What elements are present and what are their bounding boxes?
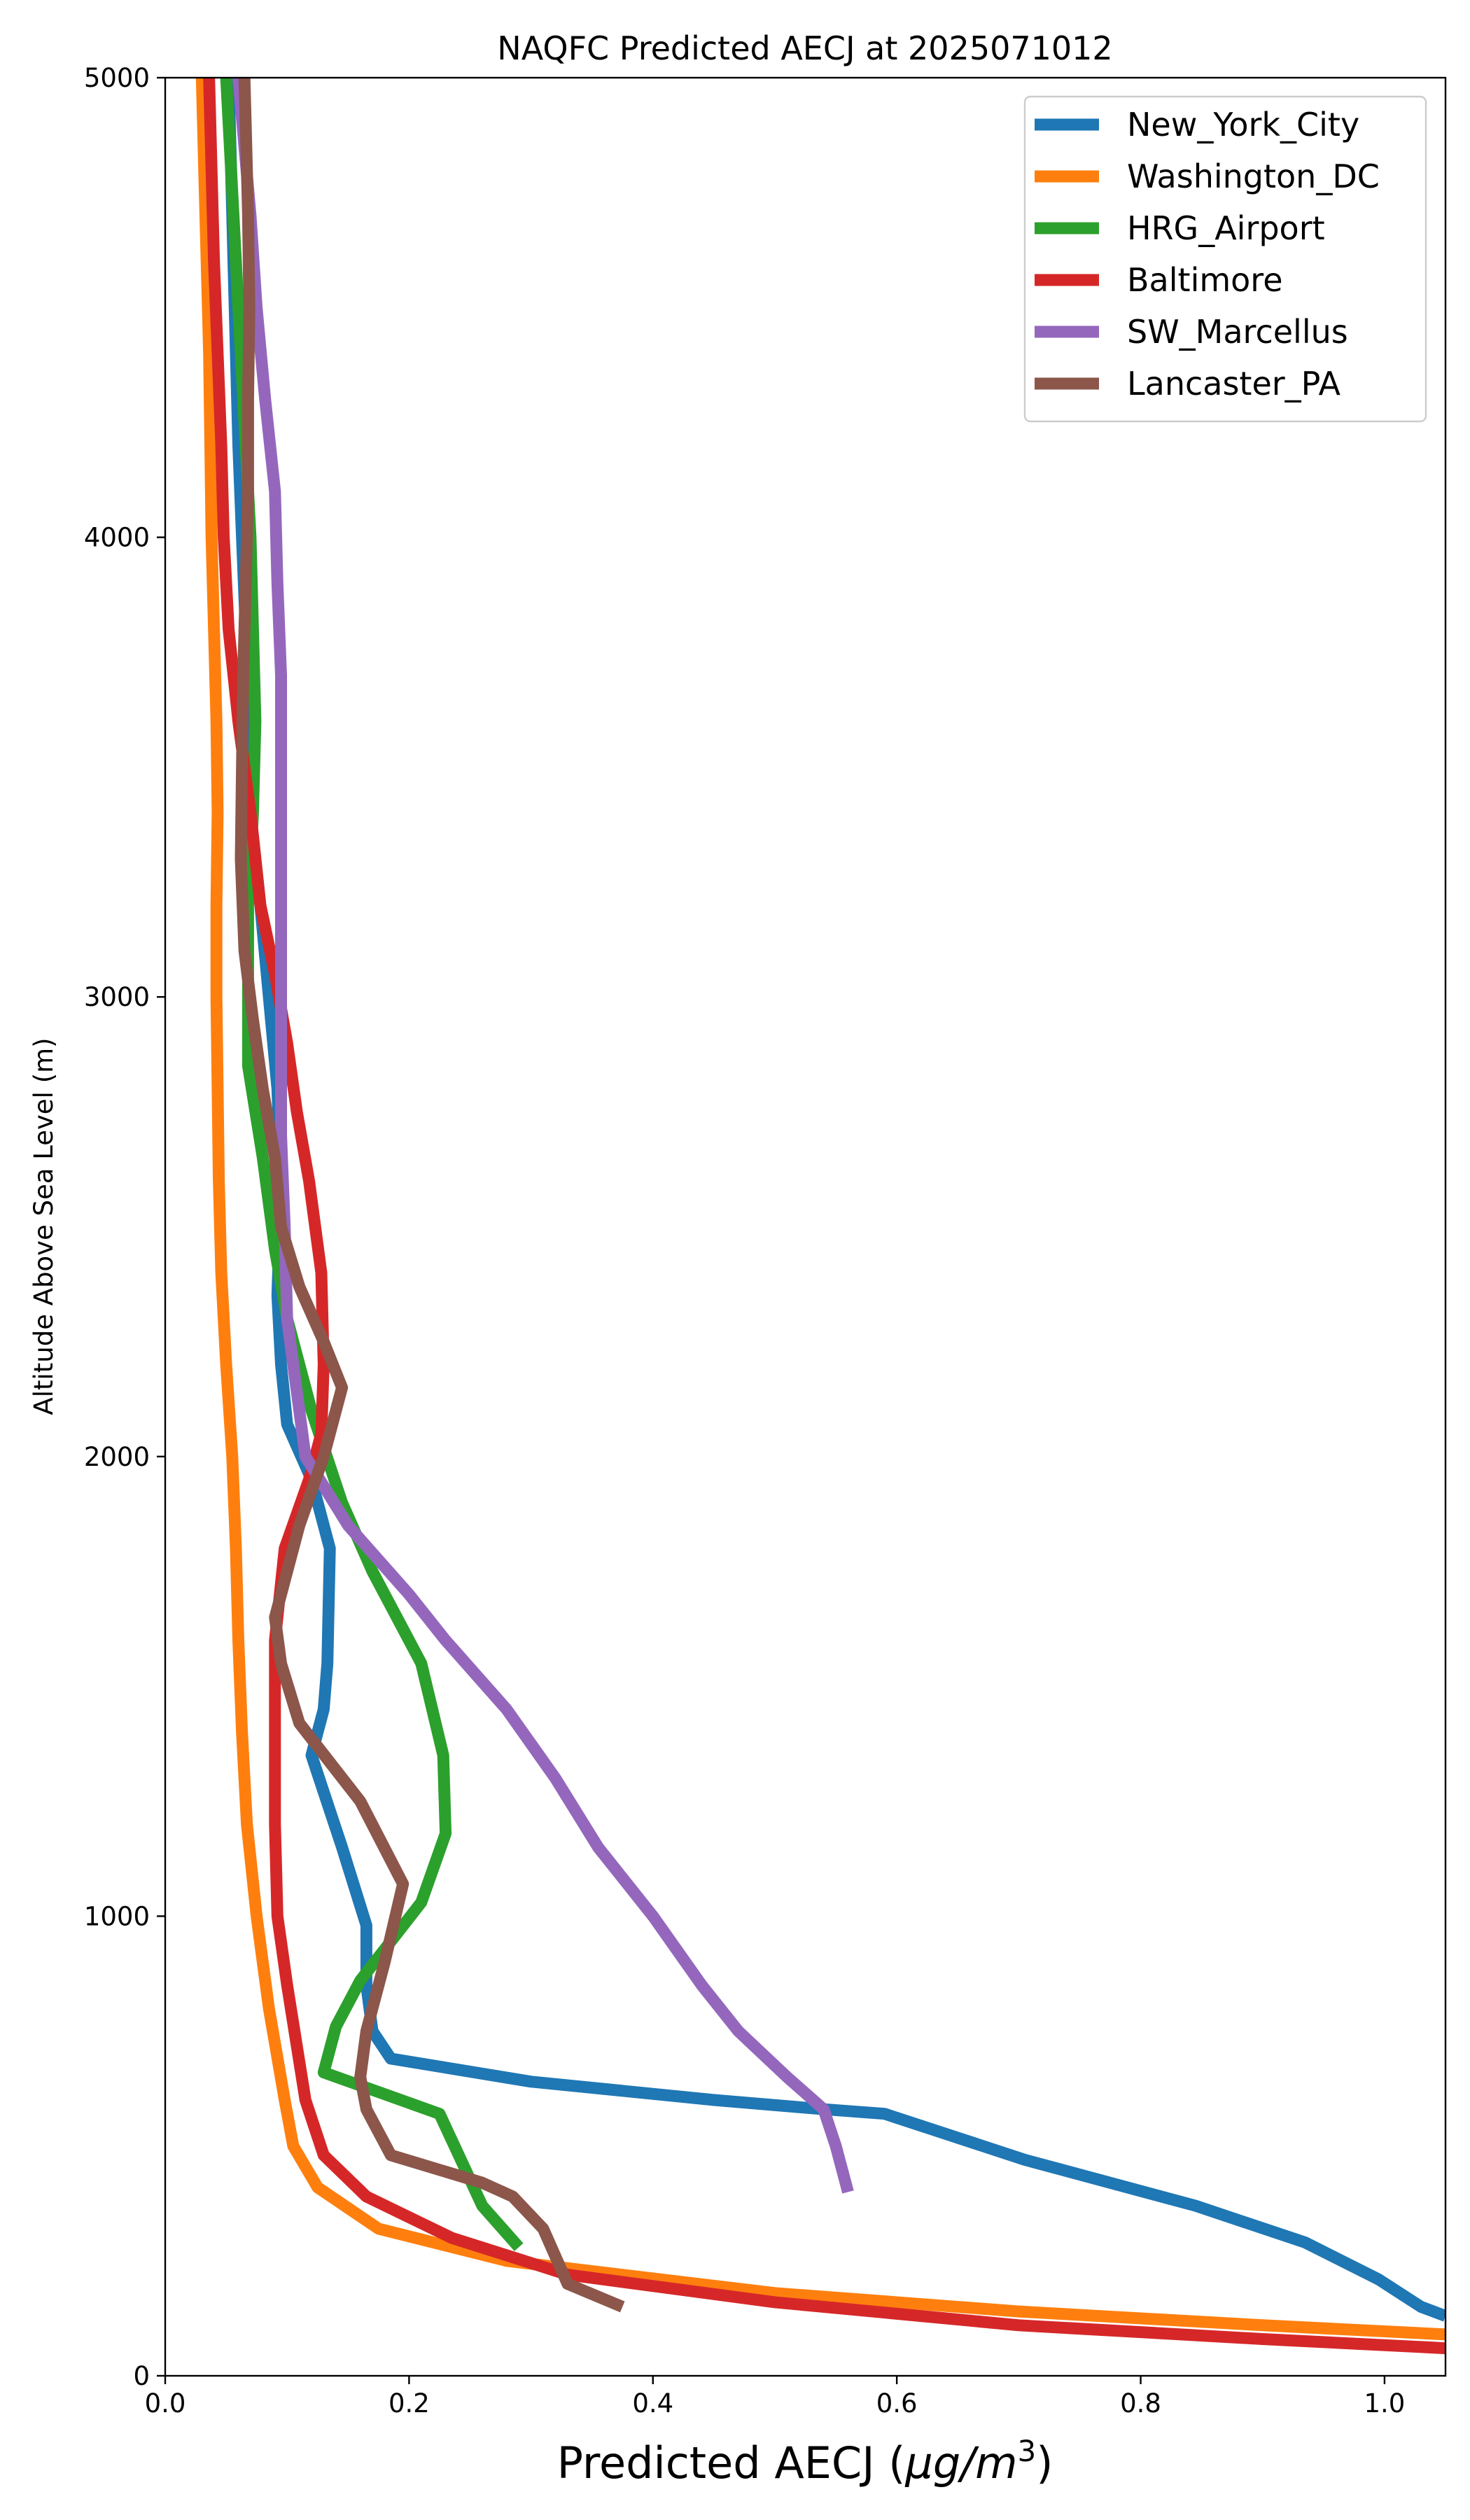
legend-label-lancaster-pa: Lancaster_PA [1127,365,1340,402]
legend-label-washington-dc: Washington_DC [1127,158,1380,195]
series-layer [195,78,1446,2355]
x-tick-label: 0.4 [632,2388,673,2418]
x-axis-label: Predicted AECJ (μg/m3) [557,2434,1054,2489]
series-line-washington-dc [195,78,1446,2341]
y-axis-label: Altitude Above Sea Level (m) [29,1037,59,1415]
x-axis-label-close: ) [1036,2437,1053,2488]
legend-box [1023,95,1427,423]
x-tick-label: 1.0 [1364,2388,1405,2418]
y-tick-label: 5000 [84,63,150,93]
series-line-lancaster-pa [234,78,625,2313]
y-tick-label: 4000 [84,523,150,553]
series-line-sw-marcellus [232,78,854,2194]
x-tick-label: 0.0 [145,2388,186,2418]
x-axis-label-unit: μg/m [904,2437,1017,2488]
x-axis-ticks: 0.0 0.2 0.4 0.6 0.8 1.0 [145,2376,1405,2418]
x-tick-label: 0.8 [1120,2388,1161,2418]
legend-label-sw-marcellus: SW_Marcellus [1127,313,1348,351]
y-tick-label: 2000 [84,1442,150,1472]
legend-label-new-york-city: New_York_City [1127,106,1359,144]
y-tick-label: 1000 [84,1901,150,1931]
series-line-baltimore [203,78,1446,2355]
legend-items: New_York_City Washington_DC HRG_Airport Bal… [1035,106,1380,402]
x-axis-label-sup: 3 [1017,2434,1036,2468]
chart-title: NAQFC Predicted AECJ at 2025071012 [497,29,1112,67]
x-tick-label: 0.2 [388,2388,430,2418]
plot-area [165,78,1446,2376]
x-axis-label-text: Predicted AECJ ( [557,2437,906,2488]
legend-label-baltimore: Baltimore [1127,261,1283,299]
y-tick-label: 3000 [84,982,150,1012]
y-tick-label: 0 [133,2361,150,2391]
axes-frame [164,76,1447,2377]
y-axis-ticks: 0 1000 2000 3000 4000 5000 [84,63,165,2391]
legend-label-hrg-airport: HRG_Airport [1127,209,1325,247]
legend: New_York_City Washington_DC HRG_Airport Bal… [1023,95,1427,423]
x-tick-label: 0.6 [876,2388,918,2418]
